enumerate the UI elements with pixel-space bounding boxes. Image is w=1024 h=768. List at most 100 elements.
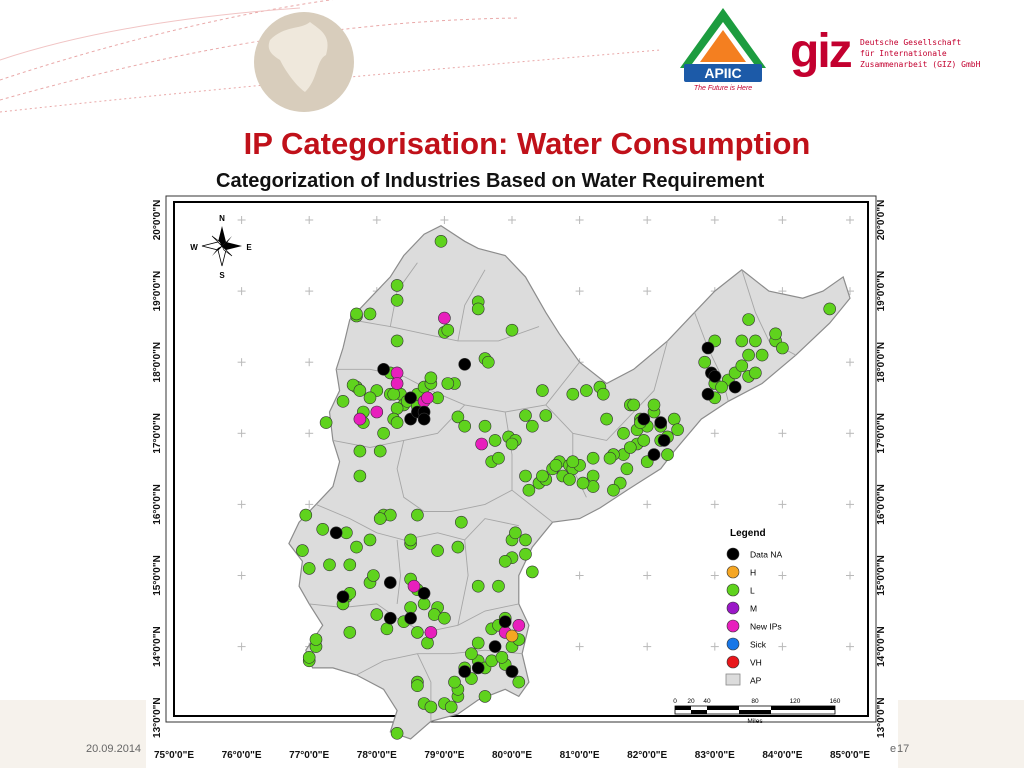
map-point[interactable]: [353, 469, 367, 483]
map-point[interactable]: [296, 544, 309, 557]
map-point[interactable]: [536, 469, 549, 483]
map-point[interactable]: [384, 611, 397, 625]
map-point[interactable]: [373, 444, 387, 458]
map-point[interactable]: [566, 455, 580, 469]
map-point[interactable]: [471, 302, 485, 316]
map-point[interactable]: [377, 426, 390, 440]
map-point[interactable]: [657, 434, 671, 447]
map-point[interactable]: [525, 419, 539, 433]
map-point[interactable]: [478, 690, 492, 703]
map-point[interactable]: [488, 640, 502, 653]
map-point[interactable]: [522, 483, 536, 497]
map-point[interactable]: [475, 437, 488, 451]
map-point[interactable]: [363, 307, 377, 321]
map-point[interactable]: [458, 419, 472, 433]
map-point[interactable]: [519, 409, 532, 422]
map-point[interactable]: [424, 371, 438, 385]
map-point[interactable]: [623, 441, 637, 454]
map-point[interactable]: [728, 380, 742, 394]
map-point[interactable]: [404, 611, 417, 625]
map-point[interactable]: [411, 679, 424, 693]
map-point[interactable]: [421, 636, 434, 650]
map-point[interactable]: [390, 294, 404, 307]
map-point[interactable]: [627, 398, 641, 412]
map-point[interactable]: [441, 323, 455, 337]
map-point[interactable]: [539, 409, 553, 422]
map-point[interactable]: [302, 562, 316, 575]
map-point[interactable]: [823, 302, 837, 316]
map-point[interactable]: [387, 387, 400, 401]
map-point[interactable]: [671, 423, 684, 437]
map-point[interactable]: [404, 601, 417, 614]
map-point[interactable]: [586, 451, 600, 465]
map-point[interactable]: [769, 327, 782, 341]
map-point[interactable]: [498, 615, 512, 629]
map-point[interactable]: [309, 633, 323, 646]
map-point[interactable]: [380, 622, 394, 636]
map-point[interactable]: [404, 533, 417, 547]
map-point[interactable]: [407, 579, 421, 593]
map-point[interactable]: [505, 323, 519, 337]
map-point[interactable]: [667, 412, 681, 426]
map-point[interactable]: [302, 650, 316, 664]
map-point[interactable]: [329, 526, 343, 540]
map-point[interactable]: [505, 665, 519, 678]
map-point[interactable]: [363, 391, 377, 405]
map-point[interactable]: [471, 579, 485, 593]
map-point[interactable]: [417, 586, 431, 600]
map-point[interactable]: [465, 647, 478, 661]
map-point[interactable]: [519, 533, 532, 547]
map-point[interactable]: [488, 434, 502, 447]
map-point[interactable]: [424, 626, 438, 639]
map-point[interactable]: [390, 279, 404, 292]
map-point[interactable]: [481, 355, 495, 369]
map-point[interactable]: [431, 544, 444, 557]
map-point[interactable]: [438, 311, 451, 325]
map-point[interactable]: [498, 554, 512, 568]
map-point[interactable]: [441, 377, 455, 390]
map-point[interactable]: [451, 540, 465, 554]
map-point[interactable]: [471, 661, 485, 675]
map-point[interactable]: [563, 473, 576, 486]
map-point[interactable]: [603, 451, 617, 465]
map-point[interactable]: [596, 387, 610, 401]
map-point[interactable]: [776, 341, 789, 355]
map-point[interactable]: [654, 416, 668, 429]
map-point[interactable]: [580, 384, 593, 397]
map-point[interactable]: [617, 426, 630, 440]
map-point[interactable]: [749, 366, 762, 380]
map-point[interactable]: [742, 348, 755, 362]
map-point[interactable]: [299, 508, 313, 522]
map-point[interactable]: [417, 597, 431, 611]
map-point[interactable]: [637, 434, 651, 447]
map-point[interactable]: [353, 384, 367, 397]
map-point[interactable]: [647, 398, 661, 412]
map-point[interactable]: [390, 377, 404, 390]
map-point[interactable]: [390, 726, 404, 740]
map-point[interactable]: [701, 387, 715, 401]
map-point[interactable]: [661, 448, 674, 461]
map-point[interactable]: [424, 700, 438, 714]
map-point[interactable]: [421, 391, 434, 405]
map-point[interactable]: [390, 334, 404, 348]
map-point[interactable]: [755, 348, 769, 362]
map-point[interactable]: [343, 558, 357, 572]
map-point[interactable]: [390, 366, 404, 380]
map-point[interactable]: [512, 618, 526, 632]
map-point[interactable]: [478, 419, 492, 433]
map-point[interactable]: [495, 650, 509, 664]
map-point[interactable]: [390, 416, 404, 429]
map-point[interactable]: [749, 334, 762, 348]
map-point[interactable]: [536, 384, 549, 397]
map-point[interactable]: [390, 402, 404, 415]
map-point[interactable]: [505, 629, 519, 643]
map-point[interactable]: [370, 405, 384, 419]
map-point[interactable]: [367, 569, 380, 582]
map-point[interactable]: [607, 483, 620, 497]
map-point[interactable]: [735, 359, 749, 373]
map-point[interactable]: [377, 363, 390, 376]
map-point[interactable]: [353, 444, 367, 458]
map-point[interactable]: [471, 636, 485, 650]
map-point[interactable]: [715, 380, 728, 394]
map-point[interactable]: [336, 590, 350, 604]
